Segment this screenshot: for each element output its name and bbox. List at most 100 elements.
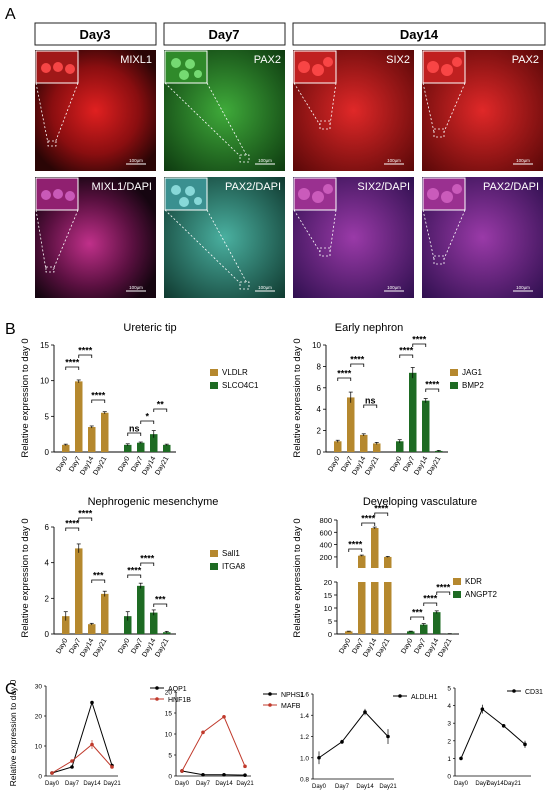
significance-bracket [363, 404, 378, 408]
scale-bar-label: 100μm [258, 158, 272, 163]
bar [373, 443, 381, 452]
y-tick-label: 0 [328, 630, 332, 639]
data-point [459, 756, 463, 761]
x-tick-label: Day0 [55, 455, 69, 473]
bar [371, 582, 379, 634]
x-tick-label: Day7 [196, 781, 211, 787]
significance-bracket [65, 366, 80, 370]
significance-bracket [399, 354, 414, 358]
bar [62, 616, 70, 634]
legend-label: JAG1 [462, 368, 483, 377]
line-chart: 0.8 1.0 1.2 1.4 1.6 Day0 Day7 Day14 Day21 ALDLH1 [300, 692, 438, 791]
significance-bracket [140, 562, 155, 566]
x-tick-label: Day21 [379, 784, 397, 790]
x-tick-label: Day14 [356, 784, 374, 790]
bar [407, 631, 415, 634]
significance-label: **** [399, 346, 414, 356]
y-tick-label: 6 [317, 384, 322, 393]
y-tick-label: 5 [328, 617, 332, 626]
bar [101, 412, 109, 452]
panel-letter-c: C [5, 681, 17, 698]
x-tick-label: Day0 [117, 637, 131, 655]
x-tick-label: Day0 [312, 784, 327, 790]
x-tick-label: Day7 [475, 781, 490, 787]
data-point [201, 730, 205, 735]
data-point [222, 772, 226, 777]
panel-letter-a: A [5, 6, 16, 23]
data-point [222, 714, 226, 719]
line-chart: 0 10 20 30 Day0 Day7 Day14 Day21 Relative expres… [8, 679, 191, 787]
legend-marker [268, 703, 272, 707]
bar [433, 612, 441, 634]
significance-bracket [436, 591, 451, 595]
y-tick-label: 10 [324, 604, 332, 613]
x-tick-label: Day7 [65, 781, 80, 787]
y-tick-label: 5 [45, 412, 50, 421]
scale-bar-label: 100μm [129, 158, 143, 163]
significance-label: **** [65, 519, 80, 529]
data-point [501, 724, 506, 728]
bar [360, 434, 368, 452]
significance-label: **** [436, 583, 451, 593]
y-tick-label: 0 [447, 774, 451, 781]
x-tick-label: Day0 [175, 781, 190, 787]
y-tick-label: 30 [35, 684, 43, 691]
tile-label: MIXL1 [120, 54, 152, 66]
data-point [70, 759, 74, 763]
panel-a-micrographs: MIXL1 PAX2 SIX2 PAX2 MIXL1/DAPI PAX2/DAP… [35, 50, 543, 298]
y-tick-label: 4 [45, 559, 50, 568]
legend-swatch [210, 563, 218, 570]
x-tick-label: Day0 [338, 637, 352, 655]
significance-label: **** [423, 594, 438, 604]
legend-swatch [450, 369, 458, 376]
bar [420, 624, 428, 634]
data-point [180, 769, 184, 773]
significance-bracket [153, 408, 168, 412]
legend-label: VLDLR [222, 368, 248, 377]
y-tick-label: 0 [45, 448, 50, 457]
significance-bracket [78, 354, 93, 358]
series-line [51, 700, 113, 774]
significance-label: **** [78, 509, 93, 519]
y-tick-label: 5 [168, 753, 172, 760]
legend-label: CD31 [525, 689, 543, 696]
y-tick-label: 20 [324, 578, 332, 587]
x-tick-label: Day7 [335, 784, 350, 790]
data-point [363, 710, 367, 714]
y-tick-label: 1.2 [300, 734, 309, 741]
legend-marker [398, 694, 402, 698]
data-point [386, 734, 390, 739]
tile-label: SIX2/DAPI [357, 181, 410, 193]
chart-title: Developing vasculature [363, 496, 477, 508]
x-tick-label: Day0 [117, 455, 131, 473]
data-point [340, 740, 344, 744]
y-tick-label: 2 [45, 594, 50, 603]
y-axis-label: Relative expression to day 0 [292, 338, 303, 457]
bar [75, 381, 83, 452]
bar [150, 434, 158, 452]
x-tick-label: Day0 [454, 781, 469, 787]
significance-bracket [374, 512, 389, 516]
bar [358, 582, 366, 634]
bar [384, 556, 392, 568]
legend-marker [155, 686, 159, 690]
legend-swatch [210, 369, 218, 376]
y-tick-label: 1.4 [300, 713, 309, 720]
significance-bracket [127, 432, 142, 436]
bar [137, 585, 145, 634]
legend-swatch [453, 578, 461, 585]
chart-title: Nephrogenic mesenchyme [88, 496, 219, 508]
bar-chart-broken-axis: 0 5 10 15 20 200 400 600 800 Developing vasculatu… [292, 496, 498, 659]
tile-label: PAX2/DAPI [483, 181, 539, 193]
data-point [110, 765, 114, 769]
significance-label: **** [348, 540, 363, 550]
significance-label: **** [78, 346, 93, 356]
y-tick-label: 10 [35, 744, 43, 751]
significance-bracket [140, 420, 155, 424]
y-tick-label: 1 [447, 756, 451, 763]
line-chart: 0 5 10 15 20 Day0 Day7 Day14 Day21 NPHS1 MAFB [165, 690, 305, 788]
legend-label: KDR [465, 577, 482, 586]
significance-label: **** [361, 514, 376, 524]
x-tick-label: Day21 [236, 781, 254, 787]
